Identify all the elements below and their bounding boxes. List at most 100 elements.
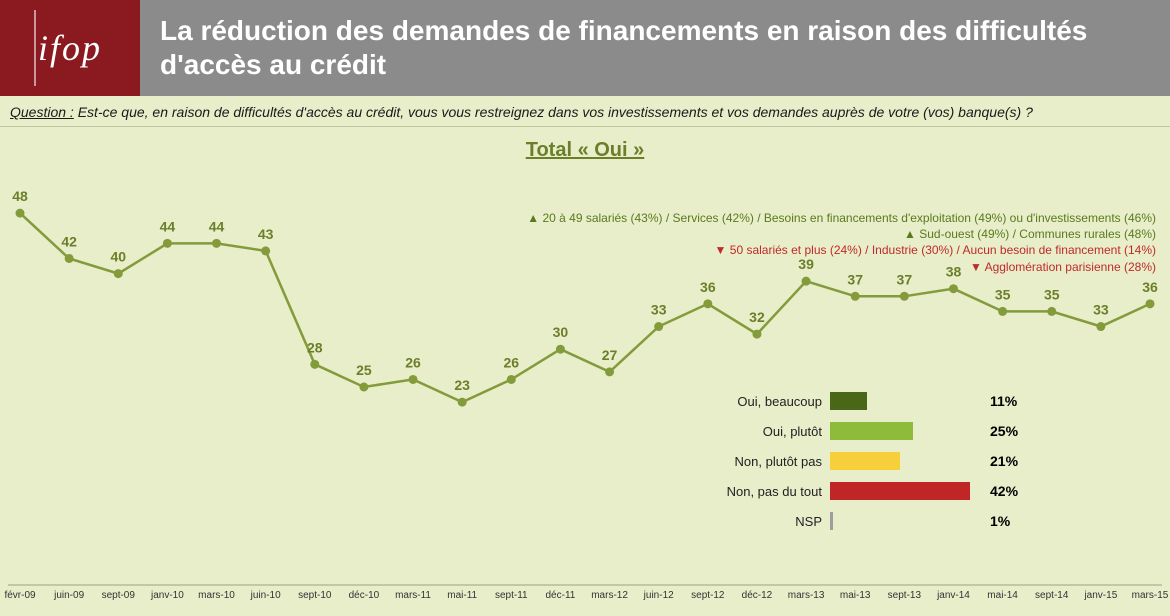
question-row: Question : Est-ce que, en raison de diff… bbox=[0, 96, 1170, 127]
line-marker bbox=[703, 299, 712, 308]
question-body: Est-ce que, en raison de difficultés d'a… bbox=[78, 104, 1033, 120]
x-tick-label: mars-10 bbox=[198, 590, 235, 601]
bar-fill bbox=[830, 422, 913, 440]
x-axis: févr-09juin-09sept-09janv-10mars-10juin-… bbox=[8, 590, 1162, 612]
bar-row: Oui, plutôt 25% bbox=[700, 418, 1060, 444]
line-marker bbox=[900, 292, 909, 301]
x-tick-label: mai-13 bbox=[840, 590, 871, 601]
bar-value: 21% bbox=[980, 453, 1018, 469]
line-marker bbox=[752, 330, 761, 339]
bar-track bbox=[830, 392, 980, 410]
bar-track bbox=[830, 452, 980, 470]
bar-fill bbox=[830, 392, 867, 410]
line-marker bbox=[1096, 322, 1105, 331]
line-value-label: 48 bbox=[12, 188, 28, 204]
bar-label: Oui, beaucoup bbox=[700, 394, 830, 409]
x-tick-label: mai-14 bbox=[987, 590, 1018, 601]
x-tick-label: mars-12 bbox=[591, 590, 628, 601]
line-marker bbox=[310, 360, 319, 369]
line-marker bbox=[851, 292, 860, 301]
line-marker bbox=[163, 239, 172, 248]
line-value-label: 43 bbox=[258, 226, 274, 242]
bar-track bbox=[830, 422, 980, 440]
page-title: La réduction des demandes de financement… bbox=[160, 14, 1160, 81]
line-value-label: 36 bbox=[700, 279, 716, 295]
line-marker bbox=[359, 383, 368, 392]
x-tick-label: juin-10 bbox=[251, 590, 281, 601]
bar-label: NSP bbox=[700, 514, 830, 529]
line-marker bbox=[16, 209, 25, 218]
logo-line-decoration bbox=[34, 10, 36, 86]
line-marker bbox=[65, 254, 74, 263]
x-tick-label: sept-13 bbox=[888, 590, 921, 601]
line-marker bbox=[556, 345, 565, 354]
line-marker bbox=[802, 277, 811, 286]
x-tick-label: janv-14 bbox=[937, 590, 970, 601]
bar-row: NSP 1% bbox=[700, 508, 1060, 534]
x-tick-label: mars-15 bbox=[1132, 590, 1169, 601]
line-value-label: 36 bbox=[1142, 279, 1158, 295]
x-tick-label: sept-09 bbox=[102, 590, 135, 601]
x-tick-label: juin-12 bbox=[644, 590, 674, 601]
chart-title: Total « Oui » bbox=[0, 139, 1170, 162]
bar-label: Non, pas du tout bbox=[700, 484, 830, 499]
bar-value: 25% bbox=[980, 423, 1018, 439]
line-marker bbox=[1146, 299, 1155, 308]
line-value-label: 38 bbox=[946, 264, 962, 280]
line-marker bbox=[949, 284, 958, 293]
x-tick-label: sept-11 bbox=[495, 590, 528, 601]
line-value-label: 40 bbox=[110, 249, 126, 265]
bar-track bbox=[830, 512, 980, 530]
line-marker bbox=[507, 375, 516, 384]
line-value-label: 25 bbox=[356, 362, 372, 378]
bar-value: 11% bbox=[980, 393, 1017, 409]
bar-row: Non, pas du tout42% bbox=[700, 478, 1060, 504]
line-value-label: 44 bbox=[160, 218, 176, 234]
line-marker bbox=[114, 269, 123, 278]
bar-track bbox=[830, 482, 980, 500]
line-value-label: 33 bbox=[1093, 302, 1109, 318]
x-tick-label: févr-09 bbox=[4, 590, 35, 601]
x-tick-label: sept-14 bbox=[1035, 590, 1068, 601]
line-value-label: 23 bbox=[454, 377, 470, 393]
line-marker bbox=[998, 307, 1007, 316]
logo-text: ifop bbox=[38, 27, 102, 69]
x-tick-label: mars-11 bbox=[395, 590, 431, 601]
line-value-label: 32 bbox=[749, 309, 765, 325]
bar-label: Oui, plutôt bbox=[700, 424, 830, 439]
x-tick-label: janv-10 bbox=[151, 590, 184, 601]
line-marker bbox=[1047, 307, 1056, 316]
line-marker bbox=[654, 322, 663, 331]
line-value-label: 26 bbox=[504, 354, 520, 370]
header: ifop La réduction des demandes de financ… bbox=[0, 0, 1170, 96]
x-tick-label: déc-10 bbox=[349, 590, 380, 601]
line-value-label: 42 bbox=[61, 233, 77, 249]
line-marker bbox=[261, 246, 270, 255]
question-label: Question : bbox=[10, 104, 74, 120]
line-value-label: 30 bbox=[553, 324, 569, 340]
bar-row: Non, plutôt pas21% bbox=[700, 448, 1060, 474]
x-tick-label: janv-15 bbox=[1084, 590, 1117, 601]
line-marker bbox=[458, 398, 467, 407]
x-tick-label: déc-12 bbox=[742, 590, 773, 601]
bar-value: 1% bbox=[980, 513, 1010, 529]
line-value-label: 37 bbox=[847, 271, 863, 287]
line-value-label: 27 bbox=[602, 347, 618, 363]
bar-fill bbox=[830, 452, 900, 470]
x-tick-label: sept-12 bbox=[691, 590, 724, 601]
bar-fill bbox=[830, 512, 833, 530]
x-tick-label: mars-13 bbox=[788, 590, 825, 601]
bar-chart: Oui, beaucoup 11% Oui, plutôt 25% Non, plutô… bbox=[700, 388, 1060, 538]
line-value-label: 39 bbox=[798, 256, 814, 272]
line-value-label: 35 bbox=[1044, 286, 1060, 302]
x-tick-label: sept-10 bbox=[298, 590, 331, 601]
line-value-label: 44 bbox=[209, 218, 225, 234]
bar-row: Oui, beaucoup 11% bbox=[700, 388, 1060, 414]
line-value-label: 37 bbox=[897, 271, 913, 287]
line-series bbox=[20, 213, 1150, 402]
line-value-label: 26 bbox=[405, 354, 421, 370]
line-marker bbox=[605, 367, 614, 376]
bar-fill bbox=[830, 482, 970, 500]
line-value-label: 28 bbox=[307, 339, 323, 355]
line-value-label: 33 bbox=[651, 302, 667, 318]
